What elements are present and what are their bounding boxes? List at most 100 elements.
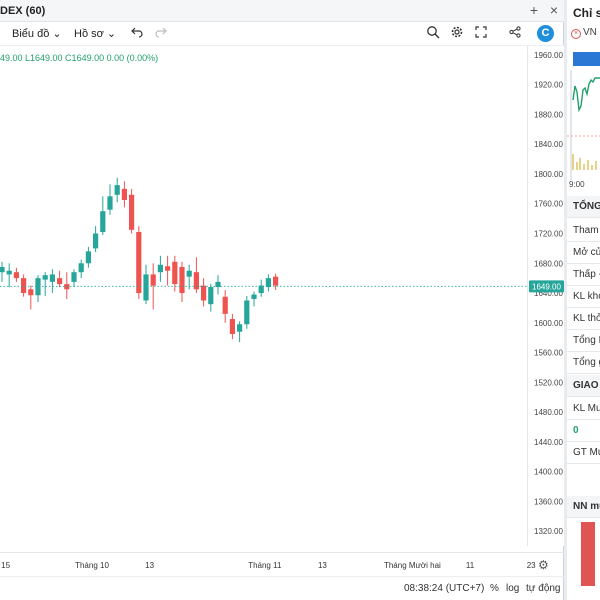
stats-row: GIAO bbox=[567, 375, 600, 397]
stats-row: Thấp - bbox=[567, 264, 600, 286]
foreign-flow-bar bbox=[581, 522, 595, 586]
price-tick-label: 1640.00 bbox=[534, 289, 563, 298]
panel-title: Chỉ số bbox=[573, 6, 600, 20]
index-selector[interactable]: × VN bbox=[571, 27, 597, 39]
index-name: VN bbox=[583, 27, 597, 38]
candle-body bbox=[201, 285, 207, 301]
candle-body bbox=[193, 272, 199, 290]
chevron-down-icon: ⌄ bbox=[52, 28, 62, 40]
candle-body bbox=[258, 285, 264, 294]
chart-type-label: Biểu đồ bbox=[12, 28, 50, 40]
gear-icon[interactable] bbox=[448, 25, 466, 42]
price-chart-plot[interactable] bbox=[0, 46, 527, 546]
candle-body bbox=[93, 233, 99, 249]
price-tick-label: 1800.00 bbox=[534, 170, 563, 179]
stats-row: 0 bbox=[567, 420, 600, 442]
chart-window: DEX (60) + × Biểu đồ ⌄ Hồ sơ ⌄ bbox=[0, 0, 564, 600]
stats-row: KL thỏa bbox=[567, 308, 600, 330]
candle-body bbox=[172, 261, 178, 285]
price-tick-label: 1360.00 bbox=[534, 497, 563, 506]
candle-body bbox=[107, 196, 113, 210]
foreign-buy-label: NN mu bbox=[567, 496, 600, 518]
profile-dropdown[interactable]: Hồ sơ ⌄ bbox=[74, 27, 116, 40]
auto-scale-toggle[interactable]: tự động bbox=[526, 583, 561, 594]
price-tick-label: 1920.00 bbox=[534, 81, 563, 90]
time-tick-label: 11 bbox=[465, 561, 475, 570]
price-tick-label: 1880.00 bbox=[534, 110, 563, 119]
price-tick-label: 1320.00 bbox=[534, 527, 563, 536]
candle-body bbox=[71, 272, 77, 282]
stats-row: Tổng g bbox=[567, 352, 600, 374]
candle-body bbox=[273, 276, 279, 286]
stats-row: Mở cửa bbox=[567, 242, 600, 264]
chevron-down-icon: ⌄ bbox=[106, 28, 117, 40]
redo-icon[interactable] bbox=[152, 25, 170, 41]
price-tick-label: 1960.00 bbox=[534, 51, 563, 60]
price-axis[interactable]: 1960.00 1920.00 1880.00 1840.00 1800.00 1760.… bbox=[527, 46, 564, 546]
share-icon[interactable] bbox=[506, 25, 524, 41]
time-tick-label: 13 bbox=[145, 561, 155, 570]
candle-body bbox=[42, 275, 48, 280]
index-tab-active[interactable] bbox=[573, 52, 600, 66]
candle-body bbox=[237, 324, 243, 332]
last-price-label: 1649.00 bbox=[532, 282, 561, 291]
candle-body bbox=[28, 289, 34, 296]
candle-body bbox=[13, 272, 19, 279]
price-tick-label: 1720.00 bbox=[534, 230, 563, 239]
fullscreen-icon[interactable] bbox=[472, 25, 490, 41]
candle-body bbox=[165, 266, 171, 271]
last-price-tag bbox=[529, 280, 564, 293]
candle-body bbox=[85, 251, 91, 264]
stats-row: TỔNG bbox=[567, 196, 600, 218]
price-tick-label: 1600.00 bbox=[534, 319, 563, 328]
stats-row: KL khớ bbox=[567, 286, 600, 308]
price-tick-label: 1520.00 bbox=[534, 378, 563, 387]
price-tick-label: 1400.00 bbox=[534, 468, 563, 477]
candle-body bbox=[244, 300, 250, 325]
undo-icon[interactable] bbox=[128, 25, 146, 41]
time-tick-label: 15 bbox=[1, 561, 11, 570]
candle-body bbox=[100, 211, 106, 233]
clock-readout: 08:38:24 (UTC+7) bbox=[404, 583, 485, 594]
chart-type-dropdown[interactable]: Biểu đồ ⌄ bbox=[12, 27, 62, 40]
ohlc-readout: 49.00 L1649.00 C1649.00 0.00 (0.00%) bbox=[0, 53, 159, 63]
stats-row: KL Mua bbox=[567, 398, 600, 420]
time-tick-label: 23 bbox=[526, 561, 536, 570]
candle-body bbox=[49, 274, 55, 282]
zoom-search-icon[interactable] bbox=[424, 25, 442, 42]
close-chart-button[interactable]: × bbox=[549, 2, 559, 18]
candle-body bbox=[121, 188, 127, 201]
time-axis[interactable]: ⚙ 15 Tháng 10 13 Tháng 11 13 Tháng Mười hai 11… bbox=[0, 552, 564, 576]
gear-icon[interactable]: ⚙ bbox=[538, 558, 549, 572]
close-icon[interactable]: × bbox=[571, 29, 581, 39]
intraday-mini-chart bbox=[567, 70, 600, 180]
log-scale-toggle[interactable]: log bbox=[506, 583, 520, 594]
candle-body bbox=[179, 266, 185, 294]
candle-body bbox=[265, 278, 271, 288]
stats-row: Tham c bbox=[567, 220, 600, 242]
candle-body bbox=[186, 270, 192, 277]
price-tick-label: 1560.00 bbox=[534, 349, 563, 358]
candle-body bbox=[136, 232, 142, 294]
brand-logo-icon: C bbox=[537, 25, 554, 42]
percent-scale-toggle[interactable]: % bbox=[490, 583, 499, 594]
time-tick-label: Tháng 11 bbox=[248, 561, 282, 570]
candle-body bbox=[35, 278, 41, 296]
chart-title: DEX (60) bbox=[0, 5, 46, 17]
chart-title-bar: DEX (60) + × bbox=[0, 0, 564, 22]
candle-body bbox=[57, 278, 63, 285]
candle-body bbox=[21, 278, 27, 294]
price-tick-label: 1440.00 bbox=[534, 438, 563, 447]
candle-body bbox=[229, 319, 235, 334]
candle-body bbox=[78, 263, 84, 273]
mini-chart-time-label: 9:00 bbox=[569, 180, 585, 189]
candle-body bbox=[114, 185, 120, 195]
candle-body bbox=[251, 294, 257, 299]
profile-label: Hồ sơ bbox=[74, 28, 104, 40]
chart-toolbar: Biểu đồ ⌄ Hồ sơ ⌄ bbox=[0, 22, 564, 46]
stats-row: Tổng K bbox=[567, 330, 600, 352]
candle-body bbox=[215, 281, 221, 288]
add-chart-button[interactable]: + bbox=[529, 2, 539, 18]
